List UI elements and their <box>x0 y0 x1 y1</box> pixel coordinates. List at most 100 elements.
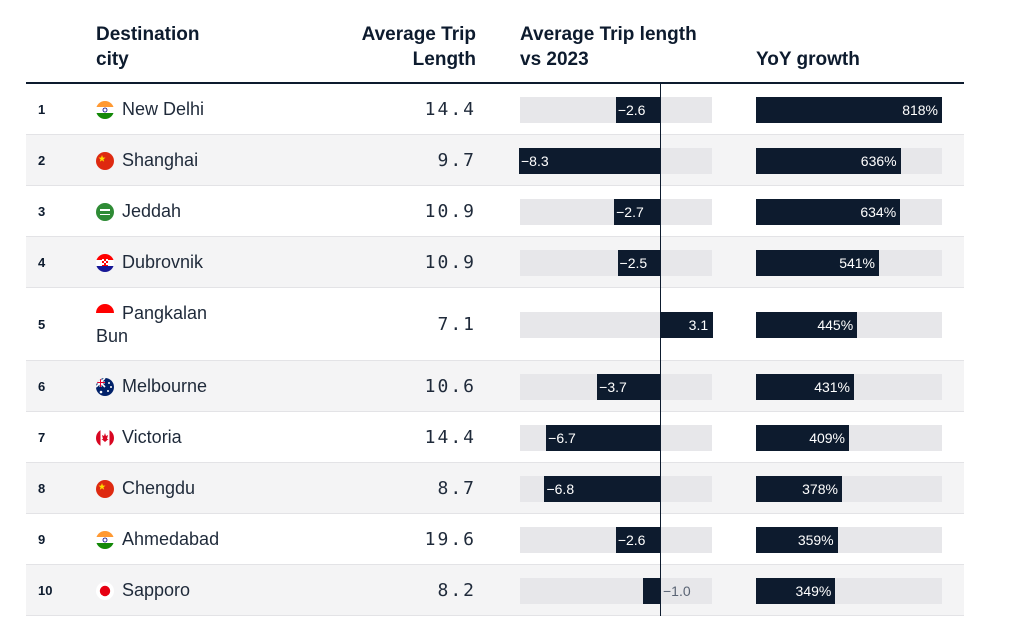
yoy-growth-label: 359% <box>797 531 834 548</box>
row-divider <box>26 185 964 186</box>
row-divider <box>26 360 964 361</box>
zero-axis-line <box>660 84 661 616</box>
table-row: 3 Jeddah 10.9 −2.7 634% <box>26 186 964 237</box>
table-row: 9 Ahmedabad 19.6 −2.6 359% <box>26 514 964 565</box>
vs-2023-bar <box>660 311 713 338</box>
rank-label: 7 <box>38 429 46 445</box>
table-row: 1 New Delhi 14.4 −2.6 818% <box>26 84 964 135</box>
rank-label: 10 <box>38 582 53 598</box>
header-yoy-growth: YoY growth <box>756 49 860 70</box>
average-trip-length-value: 8.2 <box>437 579 476 601</box>
vs-2023-track <box>520 577 712 604</box>
yoy-growth-label: 409% <box>809 429 845 446</box>
rank-label: 1 <box>38 101 46 117</box>
yoy-growth-bar <box>756 198 901 225</box>
row-divider <box>26 513 964 514</box>
yoy-growth-bar <box>756 577 836 604</box>
row-divider <box>26 615 964 616</box>
yoy-growth-label: 378% <box>802 480 838 497</box>
yoy-growth-bar <box>756 373 854 400</box>
vs-2023-label: −8.3 <box>521 152 549 169</box>
yoy-growth-bar <box>756 147 901 174</box>
table-row: 8 Chengdu 8.7 −6.8 378% <box>26 463 964 514</box>
city-name: Shanghai <box>122 149 199 170</box>
row-divider <box>26 462 964 463</box>
yoy-growth-label: 818% <box>902 101 938 118</box>
average-trip-length-value: 8.7 <box>437 477 476 499</box>
vs-2023-label: −2.6 <box>617 531 646 548</box>
vs-2023-bar <box>615 526 660 553</box>
rank-label: 5 <box>38 316 46 332</box>
city-name: Ahmedabad <box>122 528 220 549</box>
yoy-growth-bar <box>756 311 858 338</box>
vs-2023-label: −2.5 <box>619 254 648 271</box>
row-divider <box>26 236 964 237</box>
average-trip-length-value: 10.9 <box>424 251 476 273</box>
city-name: Jeddah <box>122 200 182 221</box>
average-trip-length-value: 19.6 <box>424 528 476 550</box>
saudi-arabia-flag-icon <box>96 202 114 221</box>
city-name: Melbourne <box>122 375 208 396</box>
city-name: Victoria <box>122 426 182 447</box>
vs-2023-bar <box>643 577 660 604</box>
table-row: 7 Victoria 14.4 −6.7 409% <box>26 412 964 463</box>
china-flag-icon <box>96 479 114 498</box>
vs-2023-label: −2.6 <box>617 101 646 118</box>
rank-label: 3 <box>38 203 46 219</box>
table-row: 6 Melbourne 10.6 −3.7 431% <box>26 361 964 412</box>
vs-2023-bar <box>546 424 660 451</box>
canada-flag-icon <box>96 428 114 447</box>
header-vs-2023: Average Trip length vs 2023 <box>520 24 697 70</box>
row-divider <box>26 287 964 288</box>
china-flag-icon <box>96 151 114 170</box>
yoy-growth-label: 541% <box>839 254 875 271</box>
yoy-growth-label: 431% <box>814 378 850 395</box>
vs-2023-bar <box>617 249 660 276</box>
city-name: Chengdu <box>122 477 196 498</box>
table-row: 4 Dubrovnik 10.9 −2.5 541% <box>26 237 964 288</box>
vs-2023-bar <box>544 475 660 502</box>
yoy-growth-bar <box>756 96 942 123</box>
yoy-growth-label: 634% <box>860 203 897 220</box>
rank-label: 8 <box>38 480 46 496</box>
rank-label: 2 <box>38 152 46 168</box>
city-name: Sapporo <box>122 579 191 600</box>
average-trip-length-value: 14.4 <box>424 98 476 120</box>
vs-2023-label: −2.7 <box>616 203 644 220</box>
rank-label: 6 <box>38 378 46 394</box>
vs-2023-bar <box>615 96 660 123</box>
average-trip-length-value: 9.7 <box>437 149 476 171</box>
india-flag-icon <box>96 100 114 119</box>
india-flag-icon <box>96 530 114 549</box>
yoy-growth-bar <box>756 526 838 553</box>
yoy-growth-bar <box>756 249 879 276</box>
yoy-growth-label: 445% <box>817 316 854 333</box>
australia-flag-icon <box>96 377 114 396</box>
japan-flag-icon <box>96 581 114 600</box>
vs-2023-label: −1.0 <box>663 582 691 599</box>
header-destination-city: Destination city <box>96 24 200 70</box>
header-average-trip-length: Average Trip Length <box>361 24 476 70</box>
yoy-growth-bar <box>756 424 849 451</box>
row-divider <box>26 411 964 412</box>
vs-2023-bar <box>519 147 660 174</box>
average-trip-length-value: 7.1 <box>437 313 476 335</box>
average-trip-length-value: 14.4 <box>424 426 476 448</box>
rank-label: 4 <box>38 254 46 270</box>
vs-2023-label: −6.8 <box>546 480 575 497</box>
row-divider <box>26 134 964 135</box>
average-trip-length-value: 10.6 <box>424 375 476 397</box>
rank-label: 9 <box>38 531 46 547</box>
vs-2023-bar <box>614 198 660 225</box>
vs-2023-label: −6.7 <box>548 429 576 446</box>
table-header: Destination city Average Trip Length Ave… <box>0 22 1024 84</box>
table-row: 2 Shanghai 9.7 −8.3 636% <box>26 135 964 186</box>
croatia-flag-icon <box>96 253 114 272</box>
city-name: New Delhi <box>122 98 205 119</box>
table-row: 10 Sapporo 8.2 −1.0 349% <box>26 565 964 616</box>
city-name: Pangkalan Bun <box>96 303 208 346</box>
vs-2023-track <box>520 249 712 276</box>
table-row: 5 Pangkalan Bun 7.1 3.1 445% <box>26 288 964 361</box>
vs-2023-label: 3.1 <box>688 316 709 333</box>
row-divider <box>26 564 964 565</box>
